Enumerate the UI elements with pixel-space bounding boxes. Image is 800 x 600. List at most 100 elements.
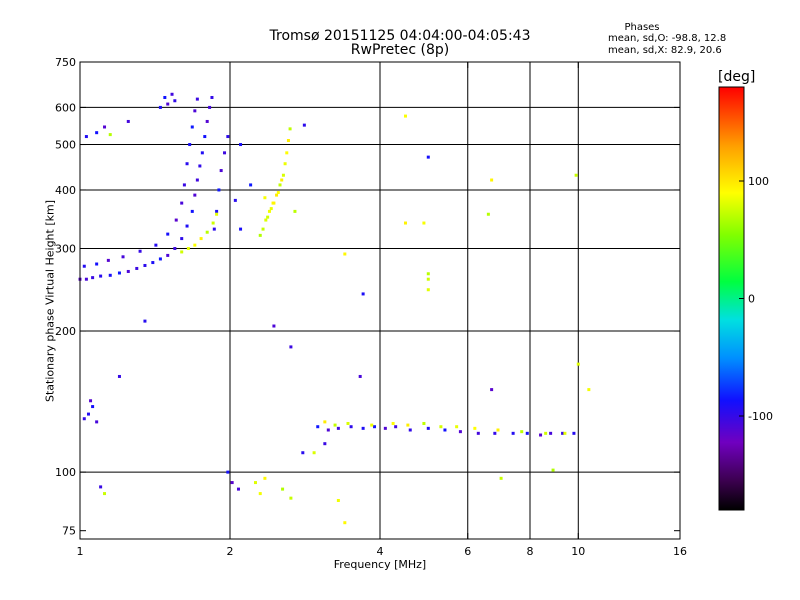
data-point-o [301, 451, 305, 455]
data-point-x [266, 215, 270, 219]
colorbar-ticks: -100 0 100 [739, 175, 773, 423]
data-point-o [182, 183, 186, 187]
x-axis-label: Frequency [MHz] [333, 558, 427, 571]
data-point-x [406, 423, 410, 427]
data-point-o [215, 209, 219, 213]
y-axis-label: Stationary phase Virtual Height [km] [43, 199, 57, 403]
data-point-x [551, 468, 555, 472]
data-point-x [486, 212, 490, 216]
data-point-o [426, 426, 430, 430]
data-point-x [422, 221, 426, 225]
grid-lines [80, 62, 680, 539]
data-point-o [561, 431, 565, 435]
data-point-o [239, 143, 243, 147]
data-point-o [373, 425, 377, 429]
data-point-x [323, 420, 327, 424]
data-point-o [91, 276, 95, 280]
data-point-o [539, 433, 543, 437]
data-point-o [249, 183, 253, 187]
data-point-o [361, 426, 365, 430]
data-point-o [490, 388, 494, 392]
data-point-x [285, 151, 289, 155]
data-point-x [261, 227, 265, 231]
data-point-o [476, 431, 480, 435]
data-point-x [264, 218, 268, 222]
data-point-o [99, 485, 103, 489]
data-point-x [563, 431, 567, 435]
data-point-o [443, 428, 447, 432]
data-point-x [103, 492, 107, 496]
data-point-o [200, 151, 204, 155]
data-point-x [391, 421, 395, 425]
data-point-o [84, 135, 88, 139]
data-point-o [121, 255, 125, 259]
data-point-o [174, 218, 178, 222]
data-point-x [278, 183, 282, 187]
data-point-o [138, 249, 142, 253]
data-point-x [289, 496, 293, 500]
data-point-x [520, 430, 524, 434]
data-point-o [117, 374, 121, 378]
data-point-o [166, 102, 170, 106]
data-point-o [549, 431, 553, 435]
data-point-x [205, 230, 209, 234]
colorbar-unit-label: [deg] [718, 69, 756, 85]
data-point-o [190, 209, 194, 213]
data-point-o [302, 123, 306, 127]
data-point-x [544, 431, 548, 435]
data-point-o [226, 470, 230, 474]
data-point-x [336, 498, 340, 502]
data-point-x [288, 127, 292, 131]
data-point-o [170, 92, 174, 96]
data-point-x [180, 250, 184, 254]
data-point-x [253, 481, 257, 485]
data-point-o [233, 198, 237, 202]
data-point-x [343, 252, 347, 256]
data-point-o [166, 253, 170, 257]
data-point-o [205, 119, 209, 123]
data-point-o [289, 345, 293, 349]
data-point-o [143, 263, 147, 267]
data-point-x [439, 425, 443, 429]
data-point-o [89, 399, 93, 403]
data-point-o [203, 135, 207, 139]
data-point-o [230, 481, 234, 485]
data-point-o [95, 131, 99, 135]
data-point-o [91, 405, 95, 409]
x-tick-label: 6 [464, 545, 471, 558]
data-point-x [426, 272, 430, 276]
y-tick-label: 100 [55, 466, 76, 479]
data-point-o [190, 125, 194, 129]
data-point-x [333, 423, 337, 427]
data-point-o [106, 258, 110, 262]
axis-ticks: 1 2 4 6 8 10 16 75 100 200 300 400 500 600 750 [55, 56, 687, 558]
data-point-x [258, 233, 262, 237]
data-point-x [403, 221, 407, 225]
y-tick-label: 750 [55, 56, 76, 69]
data-point-o [117, 271, 121, 275]
y-tick-label: 600 [55, 101, 76, 114]
data-point-x [258, 492, 262, 496]
data-point-x [426, 288, 430, 292]
data-point-x [281, 173, 285, 177]
data-point-o [336, 426, 340, 430]
data-point-o [316, 425, 320, 429]
data-point-x [199, 237, 203, 241]
data-point-o [493, 431, 497, 435]
data-point-x [280, 178, 284, 182]
y-tick-label: 200 [55, 325, 76, 338]
stats-header: Phases [624, 22, 660, 33]
y-tick-label: 500 [55, 139, 76, 152]
data-point-o [158, 105, 162, 109]
data-point-o [208, 105, 212, 109]
stats-x-mode: mean, sd,X: 82.9, 20.6 [608, 45, 722, 56]
data-point-x [267, 209, 271, 213]
data-point-o [95, 262, 99, 266]
data-point-o [108, 273, 112, 277]
data-point-o [361, 292, 365, 296]
data-point-x [574, 173, 578, 177]
data-point-o [86, 412, 90, 416]
data-point-x [576, 362, 580, 366]
data-point-o [163, 95, 167, 99]
data-point-o [193, 109, 197, 113]
